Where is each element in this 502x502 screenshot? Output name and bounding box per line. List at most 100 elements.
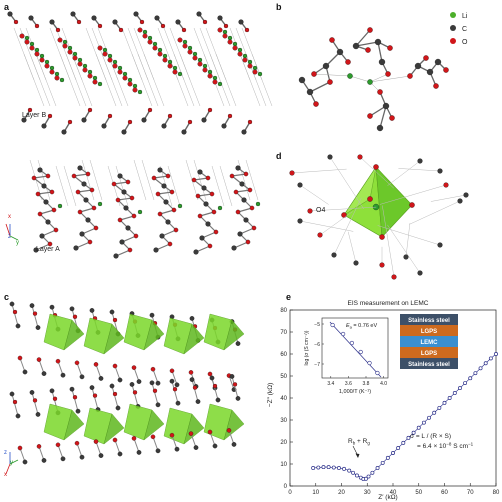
oxygen-atom (17, 445, 23, 451)
data-point (316, 465, 321, 470)
oxygen-atom (85, 171, 91, 177)
bond (152, 436, 159, 451)
inset-y-tick-label: −6 (314, 342, 320, 348)
data-point (421, 420, 426, 425)
axis-y-label-c: y (10, 460, 13, 466)
bond (157, 191, 173, 195)
lithium-atom (152, 41, 158, 47)
bond (231, 173, 247, 177)
data-point (375, 466, 380, 470)
data-point (366, 474, 371, 479)
bond (211, 377, 219, 401)
stack-layer-4 (400, 358, 458, 369)
lithium-atom (137, 89, 143, 95)
oxygen-atom (192, 385, 198, 390)
carbon-atom (41, 183, 47, 189)
oxygen-atom (93, 439, 99, 444)
oxygen-atom (102, 51, 108, 57)
oxygen-atom (157, 211, 163, 217)
bond (76, 443, 83, 458)
lithium-atom (107, 53, 113, 59)
lithium-atom (137, 209, 143, 215)
oxygen-atom (443, 67, 449, 73)
oxygen-atom (75, 189, 81, 195)
oxygen-atom (32, 311, 38, 316)
bond (35, 53, 57, 107)
oxygen-atom (341, 212, 347, 218)
carbon-atom (79, 454, 85, 460)
stack-layer-label: LGPS (421, 329, 437, 335)
bond (76, 362, 83, 377)
bond (71, 53, 93, 107)
lithium-atom (44, 59, 50, 65)
x-tick-label: 30 (364, 490, 371, 496)
panel-e: e EIS measurement on LEMC −Z′′ (kΩ) Z′ (… (260, 290, 502, 502)
oxygen-atom (132, 390, 138, 395)
oxygen-atom (243, 171, 249, 177)
atom-label-o4: O4 (316, 207, 326, 214)
carbon-atom (149, 380, 155, 386)
bond (133, 438, 140, 453)
data-point (396, 445, 401, 450)
carbon-atom (141, 117, 147, 123)
legend-b: Li C O (450, 10, 467, 49)
data-point (406, 435, 411, 440)
bond (39, 209, 55, 215)
oxygen-atom (152, 388, 158, 393)
bond (228, 375, 235, 390)
bond (29, 53, 51, 107)
oxygen-atom (249, 205, 255, 211)
lithium-atom (167, 59, 173, 65)
carbon-atom (101, 123, 107, 129)
oxygen-atom (387, 45, 393, 51)
carbon-atom (175, 19, 181, 25)
bond (251, 53, 273, 107)
stack-layer-1 (400, 325, 458, 336)
carbon-atom (89, 308, 95, 313)
oxygen-atom (160, 23, 166, 29)
oxygen-atom (71, 173, 77, 179)
lithium-atom (72, 51, 78, 57)
oxygen-atom (93, 225, 99, 231)
panel-label-d: d (276, 151, 282, 161)
data-point (463, 381, 468, 385)
oxygen-atom (44, 63, 50, 69)
oxygen-atom (389, 115, 395, 121)
lithium-atom (132, 83, 138, 89)
bond (171, 370, 178, 385)
oxygen-atom (139, 19, 145, 25)
oxygen-atom (54, 75, 60, 81)
lithium-atom (102, 47, 108, 53)
oxygen-atom (117, 217, 123, 223)
oxygen-atom (115, 197, 121, 203)
inset-data-point (367, 360, 372, 366)
lithium-atom (182, 39, 188, 45)
carbon-atom (22, 459, 28, 465)
bond (131, 53, 153, 107)
bond (59, 53, 81, 107)
y-tick-label: 0 (284, 484, 288, 490)
polyhedron-face (375, 166, 413, 238)
lithium-atom (117, 65, 123, 71)
carbon-atom (161, 123, 167, 129)
bond (23, 53, 45, 107)
li-polyhedron (183, 323, 205, 355)
carbon-atom (237, 231, 243, 237)
oxygen-atom (391, 274, 397, 280)
bond (231, 376, 239, 399)
carbon-atom (136, 450, 142, 455)
oxygen-atom (36, 444, 42, 449)
crystal-structure-a (5, 11, 273, 259)
oxygen-atom (226, 428, 232, 433)
lithium-atom (217, 81, 223, 87)
lithium-atom (127, 77, 133, 83)
y-tick-label: 60 (280, 352, 287, 358)
oxygen-atom (74, 440, 80, 446)
data-point (457, 386, 462, 391)
bond (143, 53, 165, 107)
bond (228, 430, 235, 445)
inset-y-tick-label: −7 (314, 362, 320, 368)
oxygen-atom (155, 191, 161, 197)
li-dot-icon (450, 12, 456, 18)
oxygen-atom (311, 71, 317, 77)
